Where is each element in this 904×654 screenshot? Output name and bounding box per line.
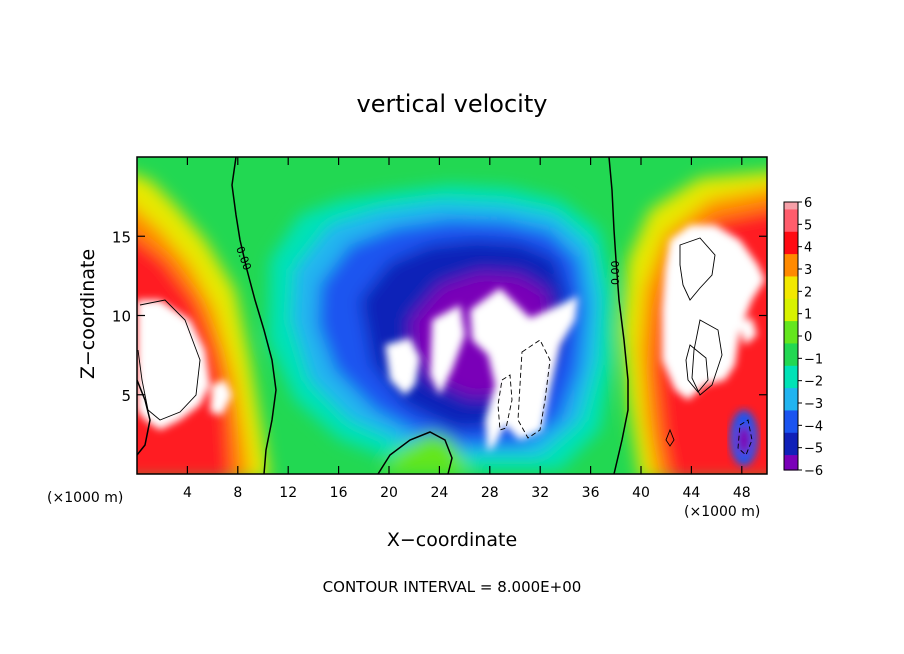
velocity-field: 0.00 0.00 — [137, 157, 767, 474]
x-tick-label: 16 — [330, 485, 348, 501]
colorbar-bin — [784, 261, 798, 270]
colorbar-bin — [784, 321, 798, 330]
x-tick-label: 32 — [531, 485, 549, 501]
colorbar-label: −1 — [804, 352, 823, 367]
colorbar-bin — [784, 403, 798, 412]
x-tick-label: 40 — [632, 485, 650, 501]
chart-title: vertical velocity — [357, 90, 548, 118]
colorbar-bin — [784, 231, 798, 240]
colorbar-label: −6 — [804, 464, 823, 479]
colorbar-bin — [784, 283, 798, 292]
colorbar-bin — [784, 313, 798, 322]
colorbar: 6 5 4 3 2 1 0 −1 −2 −3 −4 −5 −6 — [783, 196, 823, 479]
colorbar-label: −2 — [804, 375, 823, 390]
colorbar-bin — [784, 395, 798, 404]
x-unit-label-right: (×1000 m) — [684, 504, 760, 520]
y-tick-label: 10 — [112, 308, 131, 326]
x-tick-label: 36 — [582, 485, 600, 501]
colorbar-bin — [784, 432, 798, 441]
colorbar-label: 4 — [804, 241, 812, 256]
colorbar-label: 2 — [804, 285, 812, 300]
colorbar-label: 5 — [804, 218, 812, 233]
colorbar-bin — [784, 291, 798, 300]
colorbar-bin — [784, 306, 798, 315]
colorbar-label: 3 — [804, 263, 812, 278]
x-tick-label: 4 — [183, 485, 192, 501]
x-tick-label: 28 — [481, 485, 499, 501]
colorbar-bin — [784, 447, 798, 456]
x-tick-label: 20 — [380, 485, 398, 501]
colorbar-bin — [784, 373, 798, 382]
colorbar-bin — [784, 239, 798, 248]
colorbar-bin — [784, 410, 798, 419]
colorbar-label: −5 — [804, 442, 823, 457]
colorbar-label: −3 — [804, 397, 823, 412]
contour-lines — [137, 157, 629, 474]
colorbar-bin — [784, 417, 798, 426]
colorbar-bin — [784, 224, 798, 233]
contour-label-right: 0.00 — [609, 261, 622, 286]
colorbar-bin — [784, 276, 798, 285]
colorbar-bin — [784, 209, 798, 218]
dashed-contours — [497, 339, 753, 456]
colorbar-bin — [784, 350, 798, 359]
colorbar-bin — [784, 328, 798, 337]
colorbar-bin — [784, 269, 798, 278]
colorbar-bin — [784, 254, 798, 263]
colorbar-label: −4 — [804, 419, 823, 434]
colorbar-bin — [784, 440, 798, 449]
colorbar-label: 1 — [804, 308, 812, 323]
colorbar-bin — [784, 246, 798, 255]
colorbar-label: 6 — [804, 196, 812, 211]
colorbar-bin — [784, 388, 798, 397]
colorbar-bin — [784, 425, 798, 434]
x-tick-label: 24 — [430, 485, 448, 501]
x-unit-label-left: (×1000 m) — [47, 490, 123, 506]
colorbar-bin — [784, 216, 798, 225]
colorbar-bin — [784, 202, 798, 211]
y-tick-label: 15 — [112, 228, 131, 246]
colorbar-bin — [784, 336, 798, 345]
colorbar-bin — [784, 455, 798, 464]
x-axis-label: X−coordinate — [387, 529, 517, 551]
colorbar-bin — [784, 365, 798, 374]
x-tick-label: 8 — [233, 485, 242, 501]
saturated-regions — [137, 225, 765, 452]
x-axis-ticks: 4 8 12 16 20 24 28 32 36 40 44 48 — [183, 157, 751, 501]
x-tick-label: 48 — [733, 485, 751, 501]
x-tick-label: 44 — [682, 485, 700, 501]
contour-interval-note: CONTOUR INTERVAL = 8.000E+00 — [323, 578, 582, 596]
colorbar-label: 0 — [804, 330, 812, 345]
colorbar-bin — [784, 298, 798, 307]
colorbar-bin — [784, 462, 798, 471]
colorbar-bin — [784, 343, 798, 352]
y-axis-label: Z−coordinate — [77, 249, 99, 379]
y-axis-ticks: 5 10 15 — [112, 228, 767, 405]
colorbar-bin — [784, 358, 798, 367]
colorbar-bin — [784, 380, 798, 389]
x-tick-label: 12 — [279, 485, 297, 501]
y-tick-label: 5 — [121, 387, 131, 405]
